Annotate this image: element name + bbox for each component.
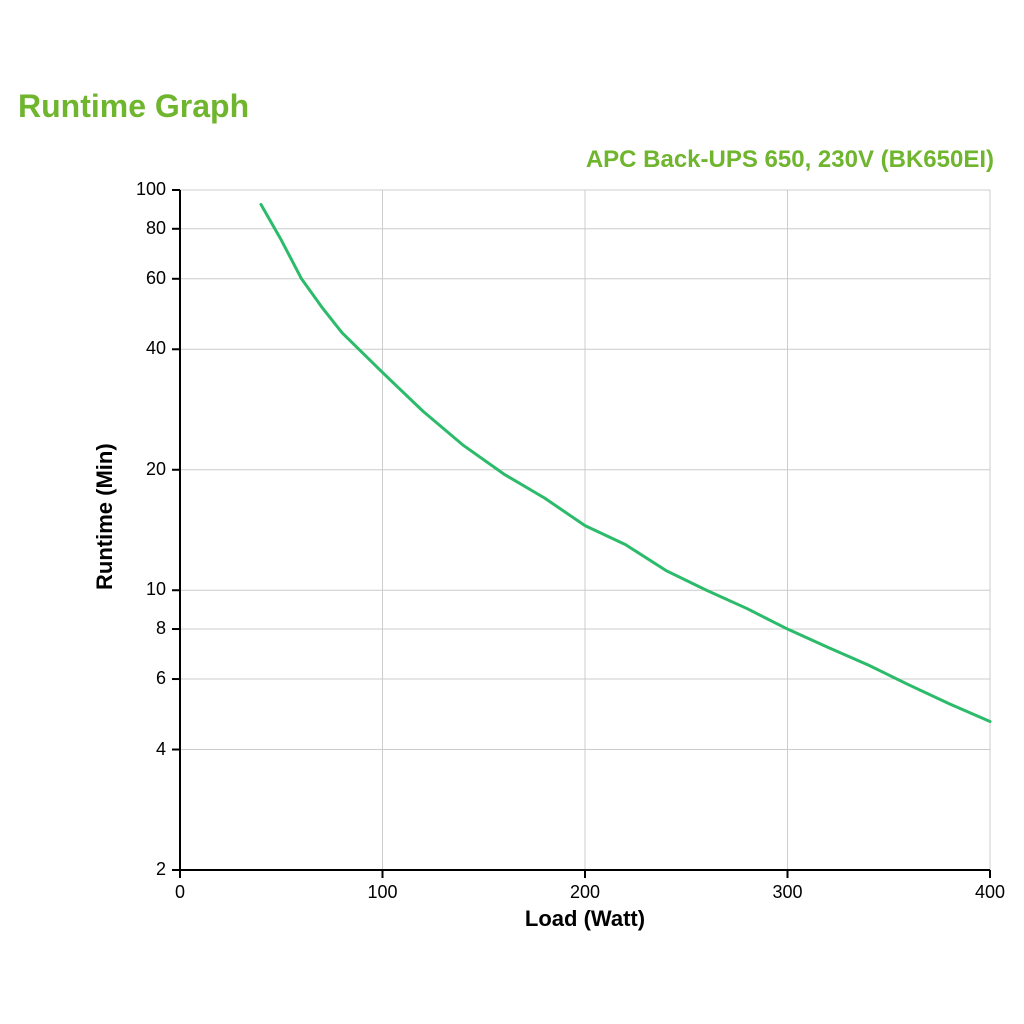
y-tick-label: 20 (146, 459, 166, 480)
y-tick-label: 6 (156, 668, 166, 689)
x-axis-label: Load (Watt) (180, 906, 990, 932)
x-tick-label: 200 (565, 882, 605, 903)
chart-subtitle: APC Back-UPS 650, 230V (BK650EI) (586, 146, 994, 174)
y-tick-label: 10 (146, 579, 166, 600)
chart-title: Runtime Graph (18, 88, 249, 125)
x-tick-label: 0 (160, 882, 200, 903)
y-tick-label: 8 (156, 618, 166, 639)
y-tick-label: 100 (136, 179, 166, 200)
y-tick-label: 40 (146, 338, 166, 359)
y-tick-label: 4 (156, 739, 166, 760)
y-tick-label: 80 (146, 218, 166, 239)
x-tick-label: 400 (970, 882, 1010, 903)
x-tick-label: 100 (363, 882, 403, 903)
y-tick-label: 2 (156, 859, 166, 880)
chart-plot (60, 180, 1000, 950)
chart-container: Runtime (Min) Load (Watt) 01002003004002… (60, 180, 1000, 950)
y-tick-label: 60 (146, 268, 166, 289)
x-tick-label: 300 (768, 882, 808, 903)
